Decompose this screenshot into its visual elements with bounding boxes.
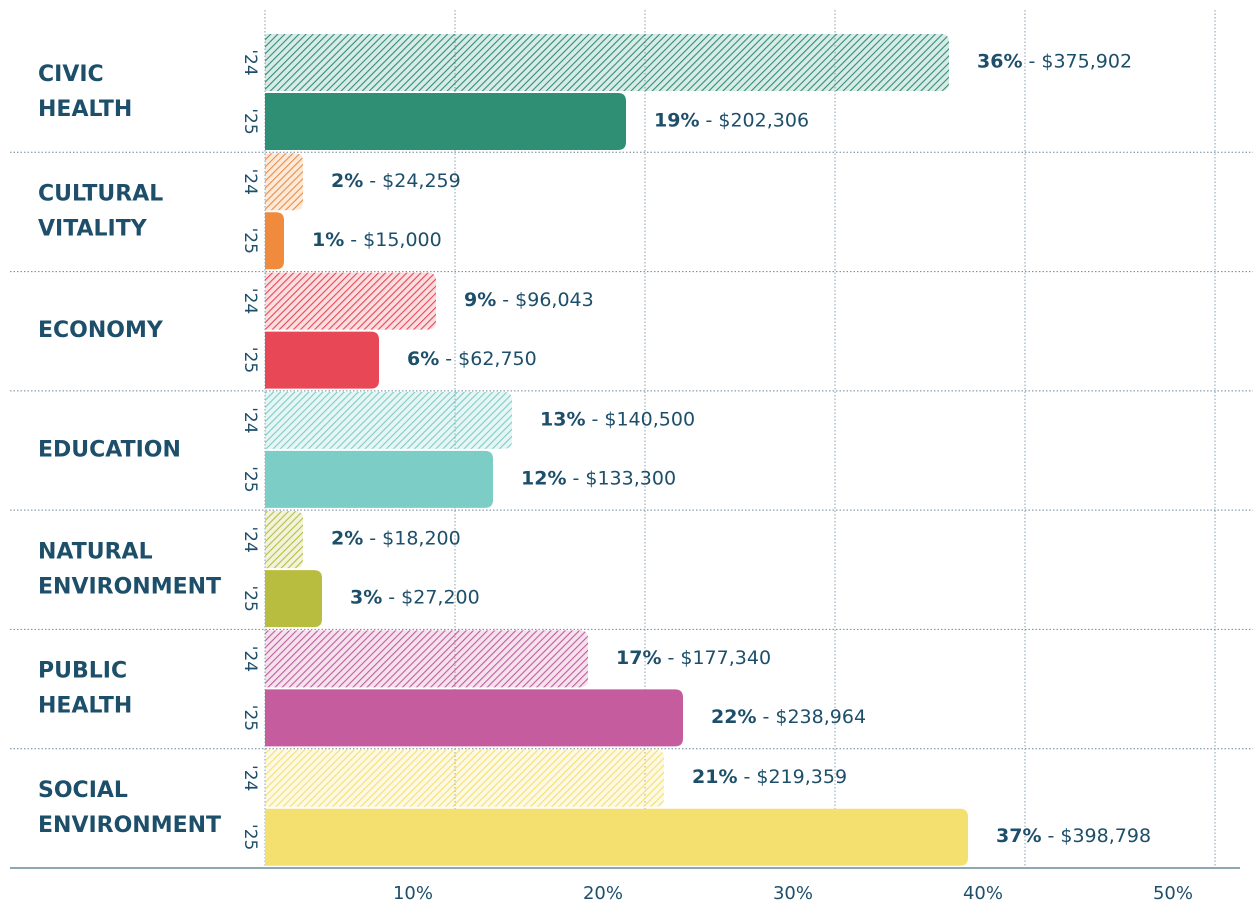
- category-label: EDUCATION: [38, 438, 181, 463]
- category-label: CULTURAL VITALITY: [38, 181, 163, 241]
- data-label: 13% - $140,500: [540, 408, 695, 430]
- series-label: '24: [240, 288, 260, 314]
- amount-label: - $27,200: [388, 586, 479, 608]
- bar: [265, 808, 968, 866]
- value-label: 21%: [692, 766, 737, 788]
- series-label: '25: [240, 228, 260, 254]
- series-label: '25: [240, 585, 260, 611]
- value-label: 17%: [616, 646, 661, 668]
- series-label: '24: [240, 407, 260, 433]
- category-label: PUBLIC HEALTH: [38, 659, 132, 719]
- data-label: 17% - $177,340: [616, 646, 771, 668]
- data-label: 3% - $27,200: [350, 586, 480, 608]
- series-label: '24: [240, 169, 260, 195]
- amount-label: - $202,306: [705, 109, 809, 131]
- bar: [265, 391, 512, 449]
- category-label: NATURAL ENVIRONMENT: [38, 539, 221, 599]
- bar: [265, 450, 493, 508]
- series-label: '25: [240, 347, 260, 373]
- data-label: 21% - $219,359: [692, 766, 847, 788]
- data-label: 19% - $202,306: [654, 109, 809, 131]
- data-label: 9% - $96,043: [464, 289, 594, 311]
- amount-label: - $96,043: [502, 289, 593, 311]
- series-label: '24: [240, 526, 260, 552]
- data-label: 12% - $133,300: [521, 467, 676, 489]
- value-label: 6%: [407, 348, 439, 370]
- data-label: 36% - $375,902: [977, 50, 1132, 72]
- value-label: 36%: [977, 50, 1022, 72]
- data-label: 37% - $398,798: [996, 825, 1151, 847]
- data-label: 6% - $62,750: [407, 348, 537, 370]
- bar: [265, 212, 284, 270]
- bar: [265, 331, 379, 389]
- x-tick-label: 20%: [583, 883, 623, 904]
- category-label: ECONOMY: [38, 318, 164, 343]
- value-label: 2%: [331, 527, 363, 549]
- bar: [265, 570, 322, 628]
- value-label: 1%: [312, 228, 344, 250]
- bar: [265, 93, 626, 150]
- bar: [265, 749, 664, 807]
- x-tick-label: 10%: [393, 883, 433, 904]
- amount-label: - $133,300: [572, 467, 676, 489]
- x-tick-label: 40%: [963, 883, 1003, 904]
- amount-label: - $24,259: [369, 169, 460, 191]
- value-label: 3%: [350, 586, 382, 608]
- value-label: 2%: [331, 169, 363, 191]
- data-label: 1% - $15,000: [312, 228, 442, 250]
- x-tick-label: 50%: [1153, 883, 1193, 904]
- bar: [265, 153, 303, 211]
- value-label: 13%: [540, 408, 585, 430]
- series-label: '24: [240, 49, 260, 75]
- amount-label: - $15,000: [350, 228, 441, 250]
- value-label: 9%: [464, 289, 496, 311]
- bar: [265, 34, 949, 91]
- amount-label: - $177,340: [667, 646, 771, 668]
- data-label: 2% - $18,200: [331, 527, 461, 549]
- amount-label: - $375,902: [1028, 50, 1132, 72]
- category-label: SOCIAL ENVIRONMENT: [38, 778, 221, 838]
- bar: [265, 630, 588, 688]
- series-label: '25: [240, 466, 260, 492]
- amount-label: - $18,200: [369, 527, 460, 549]
- category-label: CIVIC HEALTH: [38, 62, 132, 122]
- series-label: '24: [240, 765, 260, 791]
- amount-label: - $219,359: [743, 766, 847, 788]
- series-label: '25: [240, 108, 260, 134]
- series-label: '25: [240, 705, 260, 731]
- bar: [265, 689, 683, 747]
- series-label: '25: [240, 824, 260, 850]
- value-label: 19%: [654, 109, 699, 131]
- value-label: 22%: [711, 705, 756, 727]
- x-tick-label: 30%: [773, 883, 813, 904]
- bar: [265, 511, 303, 569]
- data-label: 22% - $238,964: [711, 705, 866, 727]
- amount-label: - $238,964: [762, 705, 866, 727]
- value-label: 12%: [521, 467, 566, 489]
- bar: [265, 272, 436, 330]
- amount-label: - $62,750: [445, 348, 536, 370]
- amount-label: - $398,798: [1047, 825, 1151, 847]
- data-label: 2% - $24,259: [331, 169, 461, 191]
- amount-label: - $140,500: [591, 408, 695, 430]
- series-label: '24: [240, 646, 260, 672]
- value-label: 37%: [996, 825, 1041, 847]
